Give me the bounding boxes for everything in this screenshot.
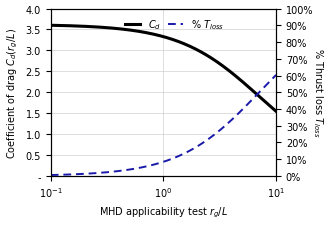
Y-axis label: Coefficient of drag $C_d(r_g/L)$: Coefficient of drag $C_d(r_g/L)$ [6,28,20,158]
Legend: $C_d$, % $T_{loss}$: $C_d$, % $T_{loss}$ [121,14,228,36]
X-axis label: MHD applicability test $r_g/L$: MHD applicability test $r_g/L$ [99,205,228,219]
Y-axis label: % Thrust loss $T_{loss}$: % Thrust loss $T_{loss}$ [311,48,324,137]
